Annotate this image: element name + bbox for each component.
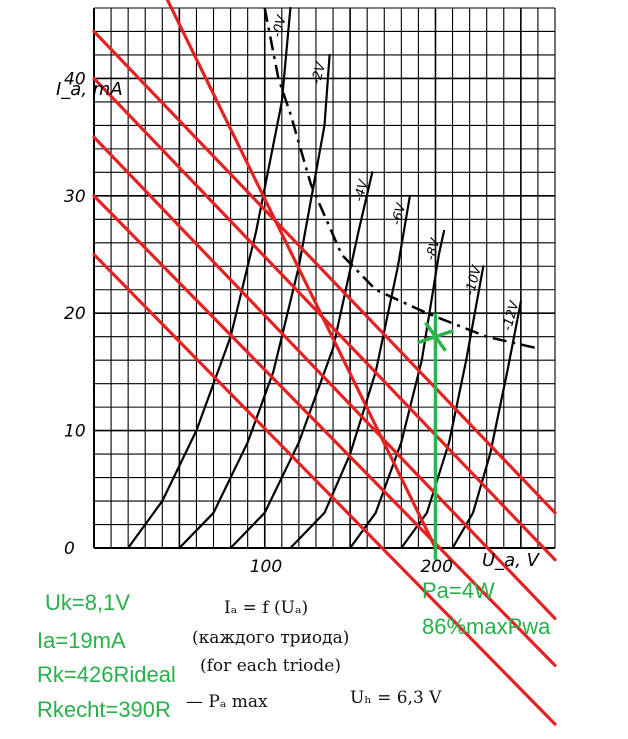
curve-label: -8V (423, 236, 443, 262)
note-percent: 86%maxPwa (422, 614, 551, 639)
y-tick-label: 30 (64, 187, 86, 207)
y-tick-label: 0 (64, 539, 75, 559)
caption-pamax: — Pₐ max (186, 692, 268, 712)
load-line (92, 29, 557, 515)
y-tick-label: 20 (64, 304, 86, 324)
y-tick-label: 10 (64, 422, 86, 442)
load-line (92, 76, 557, 562)
curve-label: -6V (389, 201, 409, 227)
grid (93, 7, 556, 549)
y-tick-label: 40 (64, 69, 86, 89)
load-line (92, 194, 557, 667)
note-rkecht: Rkecht=390R (37, 697, 171, 722)
note-ia: Ia=19mA (37, 628, 126, 653)
x-tick-label: 200 (420, 557, 452, 577)
operating-cross-b (424, 321, 447, 352)
x-tick-label: 100 (250, 557, 282, 577)
anode-curve (178, 53, 331, 550)
load-line (165, 0, 438, 550)
caption-russian: (каждого триода) (192, 628, 350, 648)
anode-curve (349, 229, 446, 550)
pa-max-curve (263, 7, 539, 350)
caption-english: (for each triode) (200, 656, 341, 676)
caption-formula: Iₐ = f (Uₐ) (224, 598, 309, 618)
note-uk: Uk=8,1V (45, 590, 130, 615)
load-lines (92, 0, 557, 726)
curve-label: -2V (309, 60, 329, 86)
curve-label: -4V (352, 177, 372, 203)
x-axis-label: U_a, V (482, 550, 541, 571)
anode-curve (289, 194, 411, 550)
curve-label: -0V (270, 13, 290, 39)
load-line (92, 252, 557, 726)
pa-max-line (263, 7, 539, 350)
caption-heater: Uₕ = 6,3 V (350, 688, 442, 708)
anode-curves: -0V-2V-4V-6V-8V-10V-12V (127, 6, 523, 550)
anode-curve (229, 171, 374, 550)
y-axis-label: I_a, mA (56, 79, 123, 100)
tick-labels: 0 10 20 30 40 100 200 (64, 69, 453, 577)
load-line (92, 135, 557, 621)
note-rk: Rk=426Rideal (37, 662, 176, 687)
operating-point (416, 313, 455, 560)
note-pa: Pa=4W (422, 578, 495, 603)
